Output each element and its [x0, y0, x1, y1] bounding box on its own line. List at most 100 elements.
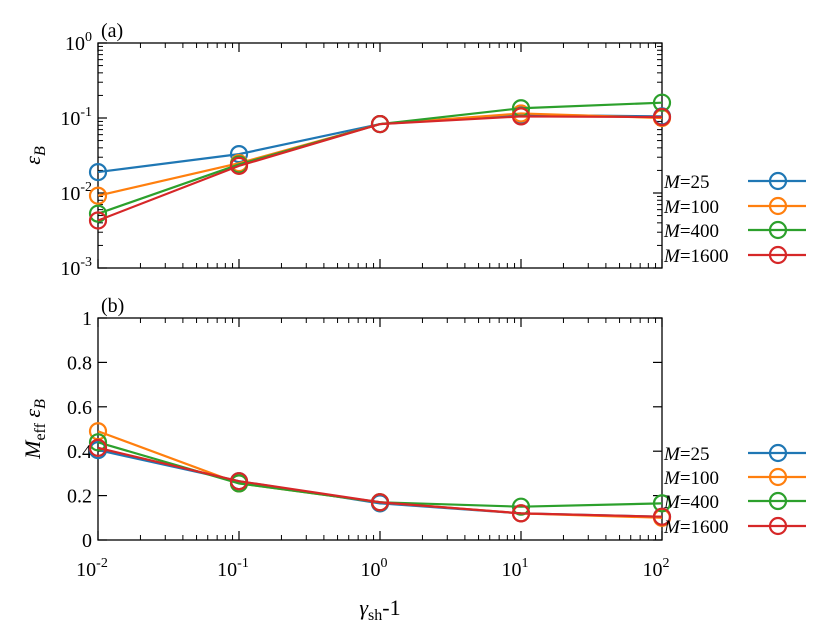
data-point — [88, 204, 108, 223]
x-axis-label: γsh-1 — [359, 595, 400, 623]
tick-exponent: 2 — [663, 556, 670, 571]
ylabel-msub: eff — [32, 422, 49, 440]
series-400 — [88, 93, 672, 223]
legend-prefix: M — [663, 468, 681, 489]
series-line — [97, 101, 663, 215]
panel-label: (a) — [101, 20, 123, 42]
legend-marker — [768, 443, 788, 463]
legend-prefix: M — [663, 517, 681, 538]
legend-marker — [768, 171, 788, 191]
data-point — [229, 472, 249, 491]
tick-exponent: -2 — [96, 556, 108, 571]
legend-marker — [768, 491, 788, 511]
y-tick-label: 0.2 — [67, 486, 92, 508]
data-point — [652, 494, 672, 513]
x-tick-label: 10-2 — [76, 556, 108, 581]
tick-base: 10 — [60, 183, 80, 205]
data-point — [229, 156, 249, 175]
data-point — [511, 107, 531, 126]
data-point — [88, 186, 108, 205]
tick-base: 10 — [217, 559, 237, 581]
series-1600 — [88, 107, 672, 230]
tick-base: 10 — [361, 559, 381, 581]
data-point — [652, 107, 672, 127]
plot-frame — [97, 317, 663, 541]
tick-base: 10 — [60, 258, 80, 280]
x-tick-label: 102 — [643, 556, 670, 581]
data-point — [370, 114, 390, 134]
legend-prefix: M — [663, 444, 681, 465]
tick-exponent: 0 — [381, 556, 388, 571]
series-line — [97, 441, 663, 508]
legend-prefix: M — [663, 197, 681, 218]
legend-marker — [768, 196, 788, 216]
x-tick-label: 10-1 — [217, 556, 249, 581]
data-point — [652, 507, 672, 526]
x-tick-label: 100 — [361, 556, 388, 581]
legend-prefix: M — [663, 492, 681, 513]
ylabel-sub: B — [32, 399, 49, 409]
y-tick-label: 1 — [82, 308, 92, 330]
legend-name: =400 — [680, 492, 719, 513]
legend-name: =25 — [680, 444, 710, 465]
series-25 — [88, 440, 672, 526]
data-point — [511, 497, 531, 516]
legend-marker — [768, 516, 788, 536]
tick-exponent: 1 — [522, 556, 529, 571]
series-1600 — [88, 438, 672, 526]
tick-base: 10 — [76, 559, 96, 581]
legend-label: M=100 — [663, 197, 719, 218]
legend-label: M=400 — [663, 492, 719, 513]
tick-exponent: -3 — [80, 255, 92, 270]
legend-name: =25 — [680, 172, 710, 193]
ylabel-symbol: ε — [20, 156, 45, 165]
x-tick-label: 101 — [502, 556, 529, 581]
y-tick-label: 10-2 — [60, 180, 92, 205]
legend-prefix: M — [663, 172, 681, 193]
y-tick-label: 0.6 — [67, 397, 92, 419]
legend-marker — [768, 467, 788, 487]
panel-label: (b) — [101, 295, 124, 317]
legend-label: M=1600 — [663, 517, 729, 538]
y-axis-label: εB — [20, 146, 49, 165]
y-tick-label: 10-3 — [60, 255, 92, 280]
tick-base: 10 — [502, 559, 522, 581]
data-point — [652, 93, 672, 112]
legend-marker — [768, 220, 788, 240]
legend-label: M=1600 — [663, 246, 729, 267]
legend-label: M=25 — [663, 444, 710, 465]
legend-name: =100 — [680, 468, 719, 489]
series-25 — [88, 105, 672, 182]
ylabel-m: M — [20, 439, 45, 460]
ylabel-symbol: ε — [20, 409, 45, 418]
legend-name: =100 — [680, 197, 719, 218]
tick-base: 10 — [643, 559, 663, 581]
data-point — [88, 162, 108, 182]
y-axis-label: Meff εB — [20, 399, 49, 460]
plot-frame — [97, 42, 663, 269]
series-line — [97, 449, 663, 518]
series-line — [97, 446, 663, 518]
legend-prefix: M — [663, 221, 681, 242]
legend-name: =400 — [680, 221, 719, 242]
tick-exponent: -2 — [80, 180, 92, 195]
y-tick-label: 0 — [82, 530, 92, 552]
y-tick-label: 100 — [65, 30, 92, 55]
data-point — [370, 493, 390, 512]
data-point — [88, 438, 108, 457]
legend-label: M=25 — [663, 172, 710, 193]
tick-exponent: 0 — [85, 30, 92, 45]
xlabel-sub: sh — [368, 607, 382, 623]
series-line — [97, 115, 663, 222]
legend-prefix: M — [663, 246, 681, 267]
tick-exponent: -1 — [237, 556, 249, 571]
xlabel-symbol: γ — [359, 595, 369, 620]
legend-name: =1600 — [680, 246, 729, 267]
data-point — [88, 433, 108, 452]
y-tick-label: 10-1 — [60, 105, 92, 130]
data-point — [88, 211, 108, 230]
data-point — [511, 504, 531, 523]
